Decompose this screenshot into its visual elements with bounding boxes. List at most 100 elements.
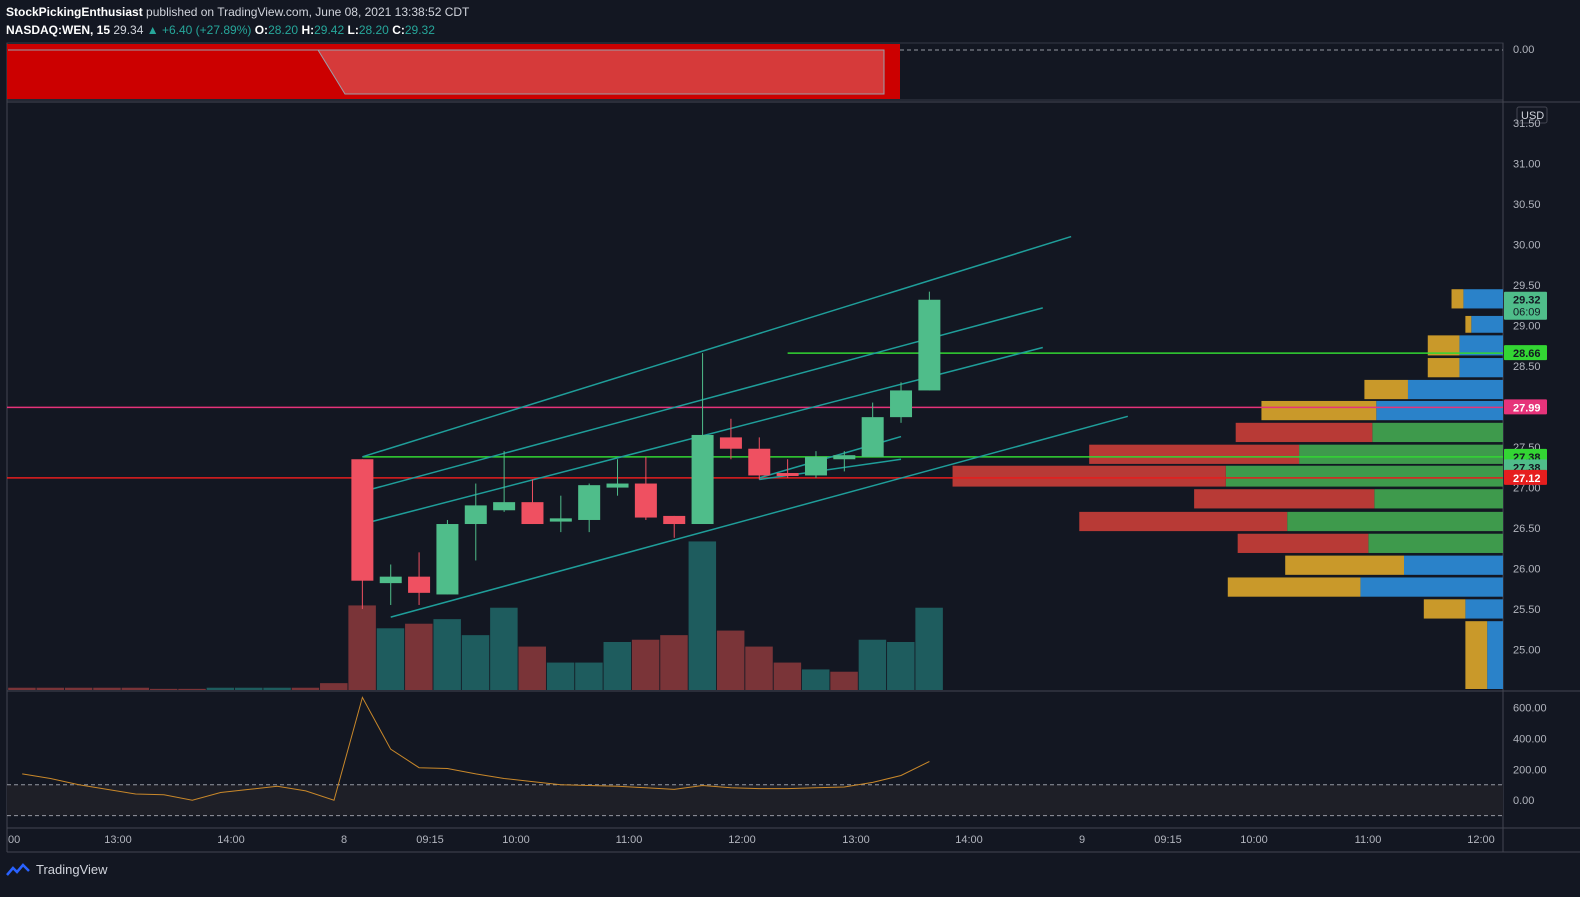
vp-bar-b-9 <box>1374 489 1503 509</box>
price-label-sub-0: 06:09 <box>1513 307 1541 319</box>
vp-bar-b-8 <box>1225 465 1503 487</box>
volume-bar-26 <box>745 646 773 690</box>
price-label-5: 27.12 <box>1513 473 1541 485</box>
candle-body-0 <box>351 459 374 581</box>
last-price: 29.34 <box>113 23 144 37</box>
price-tick-12: 25.50 <box>1513 604 1541 616</box>
price-tick-11: 26.00 <box>1513 564 1541 576</box>
vp-bar-a-4 <box>1364 379 1408 400</box>
tradingview-logo-icon <box>6 862 30 876</box>
volume-bar-24 <box>688 541 717 690</box>
price-tick-5: 29.00 <box>1513 321 1541 333</box>
top-indicator-tick-0: 0.00 <box>1513 44 1534 56</box>
vp-bar-b-6 <box>1372 422 1503 443</box>
time-tick-1: 13:00 <box>104 834 132 846</box>
vp-bar-a-10 <box>1079 511 1288 532</box>
candle-body-11 <box>663 515 686 525</box>
volume-bar-22 <box>631 639 660 690</box>
time-tick-5: 10:00 <box>502 834 530 846</box>
footer-brand[interactable]: TradingView <box>6 862 108 877</box>
vp-bar-b-3 <box>1459 358 1503 378</box>
price-label-bg-1 <box>1504 345 1547 361</box>
volume-bar-31 <box>887 642 915 690</box>
volume-bar-25 <box>716 630 745 690</box>
time-tick-12: 10:00 <box>1240 834 1268 846</box>
volume-bar-5 <box>149 688 178 690</box>
price-tick-3: 30.00 <box>1513 240 1541 252</box>
symbol-name[interactable]: NASDAQ:WEN, 15 <box>6 23 111 37</box>
vp-bar-a-3 <box>1427 358 1460 378</box>
price-tick-1: 31.00 <box>1513 159 1541 171</box>
author-name[interactable]: StockPickingEnthusiast <box>6 5 143 19</box>
time-tick-14: 12:00 <box>1467 834 1495 846</box>
osc-band-fill <box>7 784 1503 816</box>
candle-body-9 <box>606 483 629 488</box>
candle-body-7 <box>549 518 572 522</box>
volume-bar-11 <box>320 683 348 690</box>
candle-body-1 <box>379 576 402 584</box>
vp-bar-a-1 <box>1465 315 1472 333</box>
candle-body-17 <box>833 455 856 460</box>
candle-body-10 <box>634 483 657 518</box>
vp-bar-a-15 <box>1465 621 1488 689</box>
channel-line-3 <box>390 415 1129 618</box>
candle-body-5 <box>493 502 516 511</box>
volume-bar-1 <box>36 687 65 690</box>
price-label-1: 28.66 <box>1513 348 1541 360</box>
low-value: 28.20 <box>358 23 389 37</box>
volume-bar-27 <box>773 662 802 690</box>
channel-line-0 <box>362 235 1072 458</box>
open-value: 28.20 <box>268 23 299 37</box>
osc-tick-0: 600.00 <box>1513 702 1547 714</box>
vp-bar-a-5 <box>1261 400 1377 421</box>
price-tick-0: 31.50 <box>1513 118 1541 130</box>
open-label: O: <box>254 23 269 37</box>
vp-bar-a-13 <box>1227 577 1361 597</box>
osc-tick-1: 400.00 <box>1513 733 1547 745</box>
close-value: 29.32 <box>404 23 435 37</box>
price-label-bg-5 <box>1504 469 1547 485</box>
volume-bar-9 <box>263 687 291 690</box>
volume-bar-7 <box>206 687 235 690</box>
price-label-2: 27.99 <box>1513 402 1541 414</box>
time-tick-8: 13:00 <box>842 834 870 846</box>
vp-bar-a-12 <box>1285 555 1404 575</box>
candle-body-6 <box>521 502 544 525</box>
vp-bar-a-2 <box>1427 335 1460 356</box>
candle-body-20 <box>918 299 941 391</box>
volume-bar-18 <box>518 646 546 690</box>
volume-bar-15 <box>433 619 461 690</box>
time-tick-2: 14:00 <box>217 834 245 846</box>
time-tick-13: 11:00 <box>1355 834 1382 846</box>
publish-text: published on TradingView.com, June 08, 2… <box>146 5 470 19</box>
osc-line <box>22 696 930 801</box>
candle-body-12 <box>691 434 714 525</box>
volume-bar-13 <box>376 628 405 690</box>
top-indicator-shape <box>8 49 885 95</box>
time-tick-10: 9 <box>1079 834 1085 846</box>
vp-bar-b-13 <box>1360 577 1503 597</box>
candle-body-15 <box>776 473 799 477</box>
price-label-0: 29.32 <box>1513 295 1541 307</box>
vp-bar-b-11 <box>1368 533 1503 553</box>
channel-line-5 <box>759 458 902 481</box>
vp-bar-b-2 <box>1459 335 1503 356</box>
volume-bar-14 <box>405 623 433 690</box>
volume-bar-30 <box>858 639 887 690</box>
vp-bar-a-8 <box>952 465 1226 487</box>
vp-bar-b-12 <box>1404 555 1503 575</box>
time-tick-4: 09:15 <box>416 834 444 846</box>
candle-body-3 <box>436 524 459 595</box>
osc-tick-3: 0.00 <box>1513 795 1534 807</box>
up-arrow-icon: ▲ <box>146 23 159 37</box>
vp-bar-b-1 <box>1471 315 1503 333</box>
price-tick-2: 30.50 <box>1513 199 1541 211</box>
volume-bar-8 <box>234 687 263 690</box>
vp-bar-a-7 <box>1089 444 1300 464</box>
candle-body-13 <box>719 437 742 449</box>
candle-body-19 <box>890 390 913 418</box>
time-tick-9: 14:00 <box>955 834 983 846</box>
candle-body-8 <box>578 485 601 520</box>
vp-bar-a-6 <box>1235 422 1373 443</box>
